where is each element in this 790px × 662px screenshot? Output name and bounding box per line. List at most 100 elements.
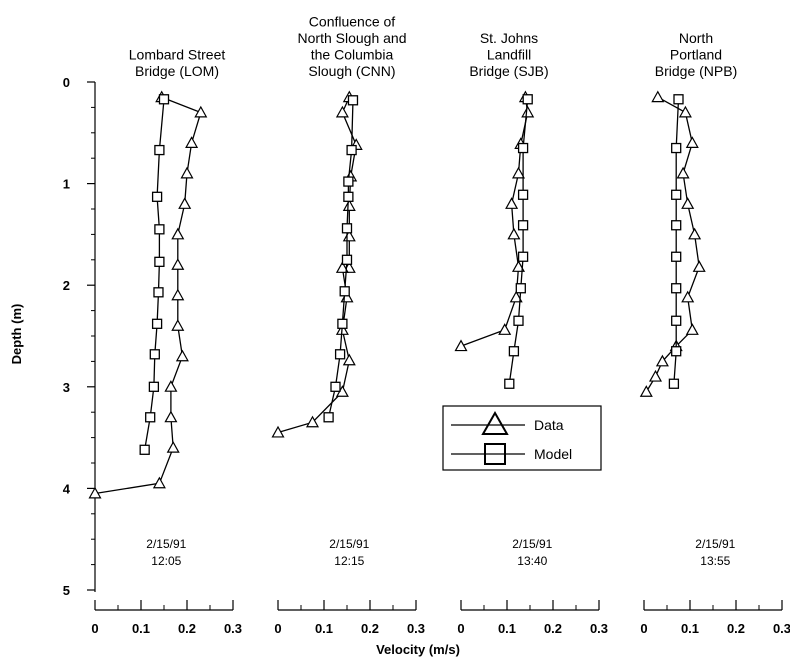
x-tick-label: 0.1 [132, 621, 150, 636]
panel-title-line: St. Johns [480, 30, 538, 46]
panel-title-line: Bridge (LOM) [135, 63, 219, 79]
data-point-triangle [681, 197, 695, 209]
x-tick-label: 0.1 [498, 621, 516, 636]
model-point-square [508, 346, 520, 357]
data-point-triangle [521, 105, 535, 118]
panel-title-line: Slough (CNN) [308, 63, 395, 79]
model-point-square [337, 318, 348, 329]
model-point-square [522, 94, 533, 105]
model-point-square [154, 144, 165, 156]
model-point-square [346, 144, 357, 156]
model-point-square [504, 378, 515, 389]
x-tick-label: 0.2 [178, 621, 196, 636]
data-point-triangle [335, 261, 349, 273]
model-point-square [153, 287, 164, 298]
x-tick-label: 0.3 [773, 621, 790, 636]
x-tick-label: 0.2 [361, 621, 379, 636]
data-point-triangle [171, 319, 185, 331]
x-tick-label: 0 [640, 621, 647, 636]
x-tick-label: 0.3 [407, 621, 425, 636]
data-point-triangle [305, 415, 320, 428]
x-tick-label: 0 [91, 621, 98, 636]
panel-date: 2/15/91 [146, 537, 186, 551]
panel-title-line: Landfill [487, 47, 531, 63]
panel-time: 12:15 [334, 554, 364, 568]
data-point-triangle [180, 166, 194, 179]
model-point-square [334, 349, 346, 360]
legend-model-square-marker [484, 443, 506, 465]
data-point-triangle [685, 323, 699, 335]
model-point-square [139, 444, 150, 455]
legend-model-label: Model [534, 446, 572, 462]
data-point-triangle [498, 323, 512, 335]
model-point-square [149, 349, 160, 360]
model-point-square [347, 95, 359, 106]
data-point-triangle [655, 354, 669, 367]
y-tick-label: 4 [63, 481, 71, 496]
panel-title-line: Confluence of [309, 14, 396, 30]
panel-title-line: North Slough and [298, 30, 407, 46]
y-tick-label: 5 [63, 583, 70, 598]
legend-data-label: Data [534, 417, 564, 433]
model-point-square [343, 176, 354, 187]
x-axis-label: Velocity (m/s) [376, 642, 460, 657]
panel-title-line: the Columbia [311, 47, 394, 63]
y-tick-label: 1 [63, 177, 70, 192]
x-tick-label: 0.3 [224, 621, 242, 636]
model-point-square [151, 318, 163, 329]
model-point-square [154, 256, 165, 267]
model-point-square [513, 315, 524, 326]
x-tick-label: 0.2 [727, 621, 745, 636]
x-tick-label: 0.1 [315, 621, 333, 636]
legend: Data Model [442, 405, 602, 471]
model-point-square [671, 283, 682, 294]
panel-title-line: North [679, 30, 713, 46]
model-point-square [517, 189, 529, 200]
x-tick-label: 0.3 [590, 621, 608, 636]
model-point-square [671, 346, 682, 357]
x-tick-label: 0.1 [681, 621, 699, 636]
panel-time: 13:40 [517, 554, 547, 568]
panel-time: 13:55 [700, 554, 730, 568]
model-series-line [673, 99, 680, 384]
x-tick-label: 0 [274, 621, 281, 636]
data-point-triangle [342, 199, 356, 211]
data-point-triangle [164, 380, 178, 392]
x-tick-label: 0.2 [544, 621, 562, 636]
data-point-triangle [171, 288, 185, 301]
y-tick-label: 3 [63, 380, 70, 395]
data-series-line [460, 97, 529, 347]
model-point-square [517, 142, 529, 154]
data-point-triangle [505, 197, 519, 209]
data-point-triangle [175, 349, 189, 362]
data-point-triangle [454, 339, 468, 352]
model-point-square [154, 224, 165, 235]
x-tick-label: 0 [457, 621, 464, 636]
data-point-triangle [507, 227, 521, 240]
data-point-triangle [335, 105, 349, 118]
model-point-square [330, 381, 341, 392]
panel-title-line: Bridge (SJB) [469, 63, 548, 79]
model-point-square [668, 378, 680, 389]
y-tick-label: 0 [63, 75, 70, 90]
model-point-square [323, 412, 334, 423]
data-point-triangle [171, 227, 185, 240]
data-point-triangle [651, 90, 665, 103]
y-axis: 0 1 2 3 4 5 [63, 75, 96, 598]
panel-date: 2/15/91 [695, 537, 735, 551]
panel-title-line: Portland [670, 47, 722, 63]
model-point-square [158, 94, 170, 105]
model-point-square [145, 412, 156, 423]
model-point-square [517, 251, 529, 262]
panel-title-line: Lombard Street [129, 47, 226, 63]
data-point-triangle [685, 136, 699, 148]
model-point-square [151, 191, 163, 202]
model-point-square [515, 283, 526, 294]
data-point-triangle [88, 486, 102, 499]
data-point-triangle [681, 290, 695, 303]
